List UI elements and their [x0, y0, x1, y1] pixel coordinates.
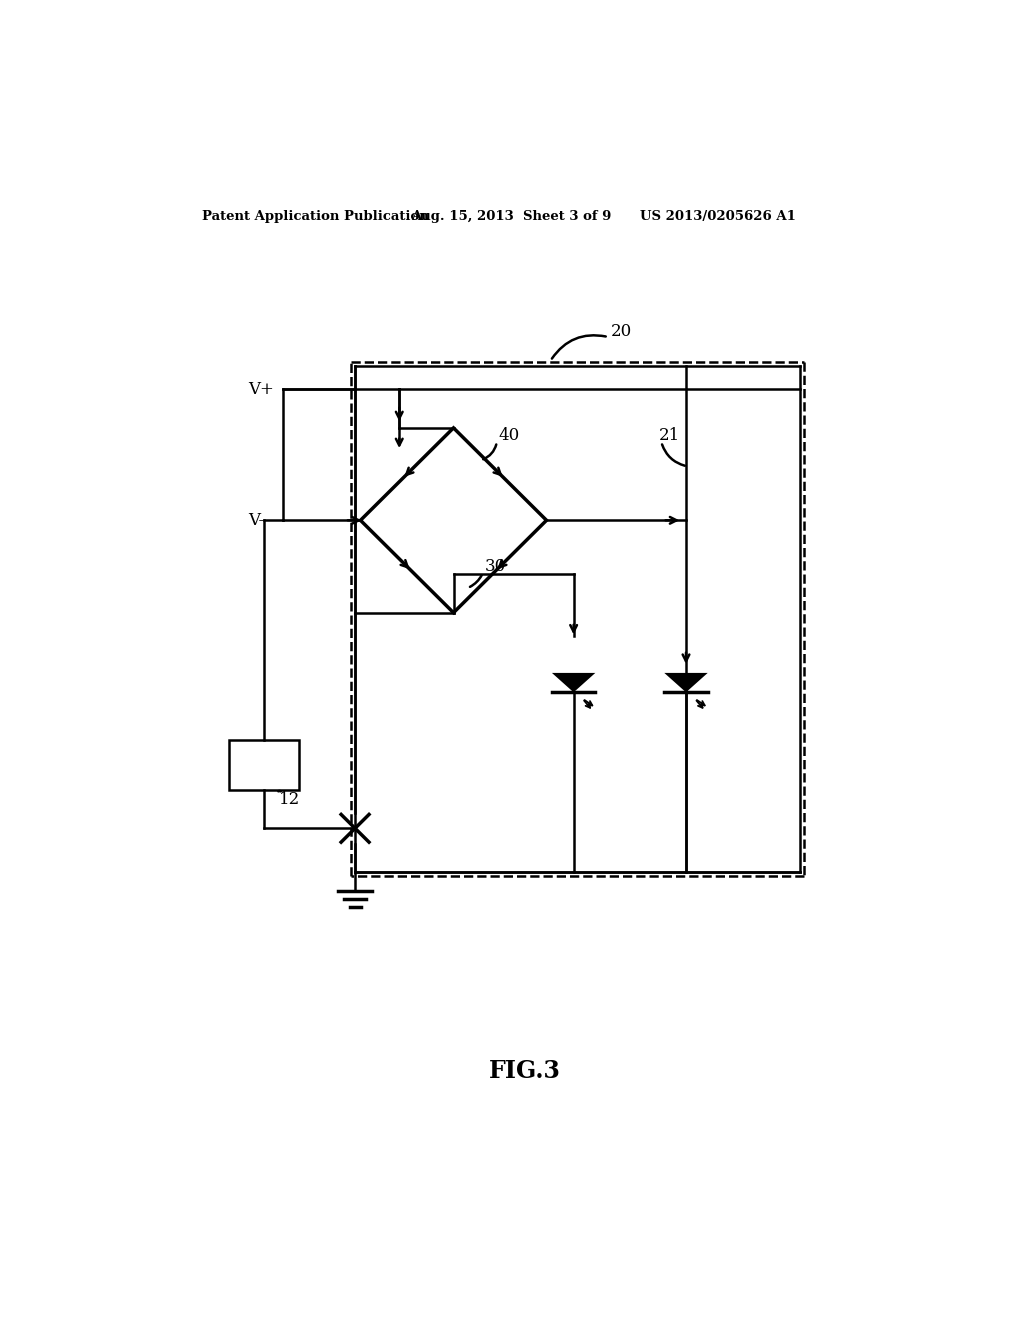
Text: 21: 21 [658, 428, 680, 444]
Text: Aug. 15, 2013  Sheet 3 of 9: Aug. 15, 2013 Sheet 3 of 9 [411, 210, 611, 223]
Text: 40: 40 [499, 428, 520, 444]
FancyArrowPatch shape [483, 445, 497, 459]
FancyArrowPatch shape [663, 445, 685, 466]
Text: FIG.3: FIG.3 [488, 1059, 561, 1082]
Text: V+: V+ [248, 381, 274, 397]
Text: 12: 12 [280, 791, 300, 808]
Polygon shape [665, 673, 708, 692]
FancyArrowPatch shape [552, 335, 606, 359]
Text: 30: 30 [484, 558, 506, 576]
Text: 20: 20 [611, 323, 632, 341]
Text: Patent Application Publication: Patent Application Publication [202, 210, 428, 223]
Text: US 2013/0205626 A1: US 2013/0205626 A1 [640, 210, 796, 223]
Bar [228, 739, 299, 789]
FancyArrowPatch shape [470, 576, 481, 587]
Text: V-: V- [248, 512, 264, 529]
Polygon shape [552, 673, 595, 692]
